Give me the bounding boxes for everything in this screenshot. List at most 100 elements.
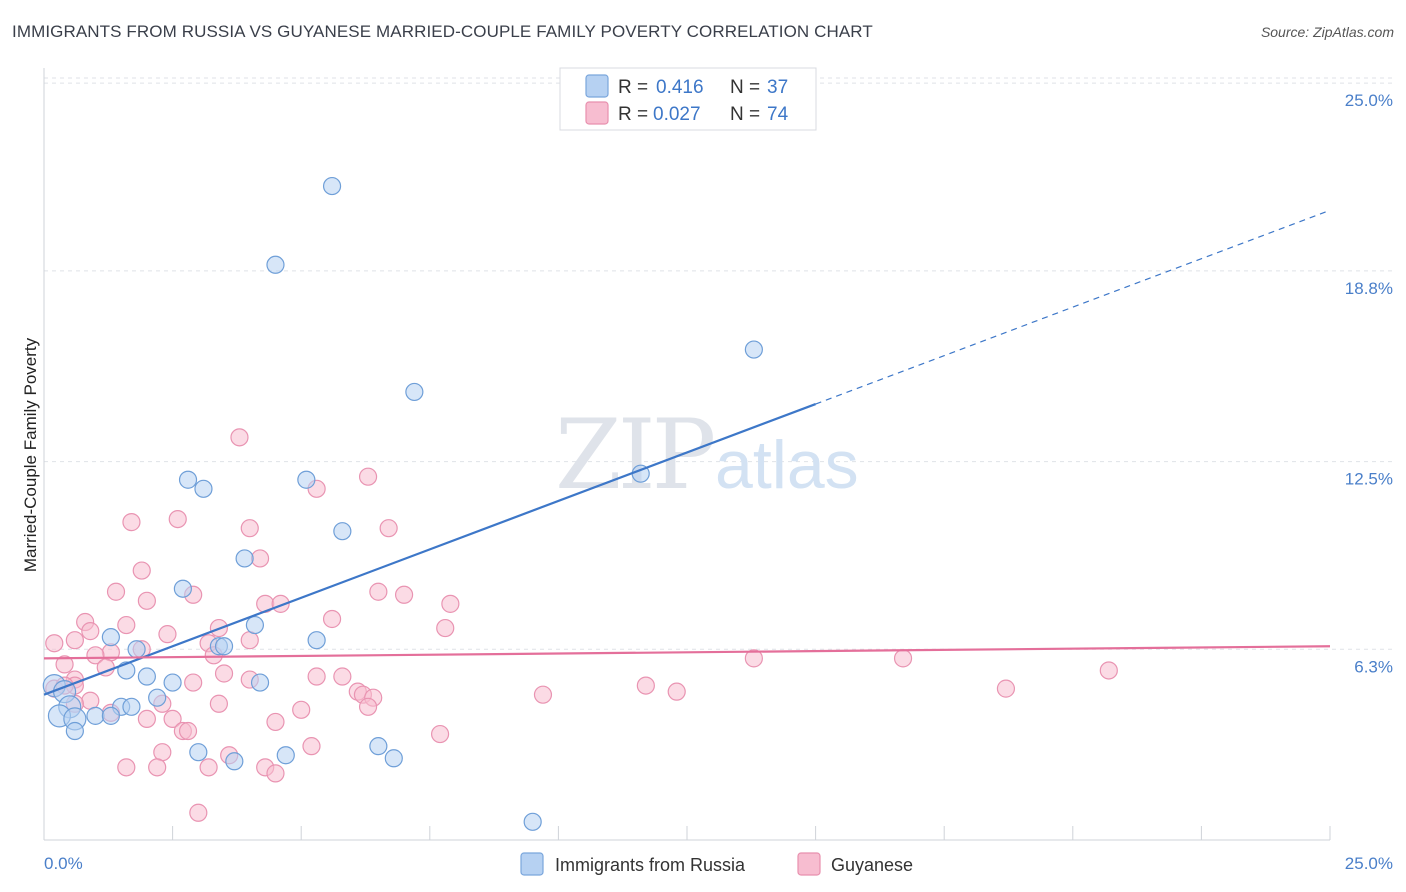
- x-tick-label-max: 25.0%: [1345, 854, 1393, 873]
- source-label: Source: ZipAtlas.com: [1260, 24, 1394, 40]
- russia-point: [744, 340, 763, 359]
- guyanese-point: [117, 615, 136, 635]
- x-tick-label-min: 0.0%: [44, 854, 83, 873]
- russia-point: [225, 752, 244, 771]
- legend-swatch-guyanese: [797, 852, 821, 876]
- y-tick-label: 25.0%: [1345, 91, 1393, 110]
- guyanese-point: [163, 709, 182, 729]
- russia-point: [245, 615, 265, 635]
- guyanese-point: [302, 737, 321, 756]
- russia-point: [65, 721, 84, 741]
- guyanese-point: [45, 634, 64, 653]
- trend-lines: [43, 209, 1331, 696]
- guyanese-point: [178, 721, 198, 741]
- guyanese-point: [533, 685, 553, 704]
- guyanese-point: [441, 594, 460, 613]
- legend: Immigrants from Russia Guyanese: [520, 852, 913, 876]
- stats-n-value-guyanese: 74: [767, 104, 789, 125]
- guyanese-point: [117, 758, 136, 777]
- russia-point: [322, 176, 342, 196]
- chart-title: IMMIGRANTS FROM RUSSIA VS GUYANESE MARRI…: [12, 22, 873, 41]
- russia-point: [148, 688, 167, 707]
- legend-label-russia: Immigrants from Russia: [555, 855, 746, 875]
- russia-point: [194, 479, 213, 498]
- guyanese-point: [137, 591, 156, 610]
- guyanese-point: [168, 509, 187, 529]
- guyanese-point: [322, 609, 342, 629]
- guyanese-point: [266, 712, 285, 732]
- guyanese-point: [292, 700, 311, 719]
- guyanese-point: [240, 631, 259, 650]
- russia-point: [250, 673, 270, 692]
- guyanese-point: [209, 694, 228, 713]
- russia-point: [333, 522, 352, 541]
- russia-point: [405, 382, 424, 402]
- stats-r-label-guyanese: R =: [618, 104, 648, 125]
- guyanese-point: [430, 724, 450, 744]
- guyanese-point: [158, 625, 177, 644]
- guyanese-trend-line: [43, 645, 1331, 660]
- guyanese-point: [65, 631, 84, 650]
- russia-point: [189, 743, 208, 762]
- guyanese-point: [636, 676, 655, 695]
- guyanese-point: [153, 743, 172, 762]
- legend-label-guyanese: Guyanese: [831, 855, 913, 875]
- watermark: ZIP atlas: [555, 399, 859, 511]
- russia-point: [137, 667, 156, 686]
- stats-swatch-russia: [585, 74, 609, 98]
- guyanese-point: [148, 758, 167, 777]
- stats-n-label-guyanese: N =: [730, 104, 760, 125]
- y-tick-label: 12.5%: [1345, 470, 1393, 489]
- russia-point: [266, 255, 285, 274]
- russia-point: [369, 737, 388, 756]
- russia-point: [384, 749, 403, 768]
- guyanese-point: [106, 582, 126, 601]
- stats-box: R = 0.416 N = 37 R = 0.027 N = 74: [559, 67, 817, 131]
- guyanese-point: [996, 679, 1016, 698]
- guyanese-point: [307, 667, 326, 686]
- guyanese-point: [394, 585, 414, 604]
- russia-point: [101, 706, 120, 725]
- y-axis-label: Married-Couple Family Poverty: [21, 337, 40, 572]
- guyanese-point: [1099, 661, 1118, 680]
- russia-point: [173, 579, 192, 598]
- guyanese-point: [358, 467, 378, 486]
- russia-trend-extension: [815, 209, 1331, 405]
- russia-point: [297, 470, 316, 489]
- guyanese-point: [132, 561, 151, 580]
- stats-r-value-guyanese: 0.027: [653, 104, 701, 125]
- y-tick-label: 6.3%: [1354, 657, 1393, 676]
- guyanese-point: [240, 519, 259, 538]
- guyanese-point: [214, 664, 234, 683]
- russia-point: [307, 631, 326, 650]
- guyanese-point: [55, 655, 74, 674]
- guyanese-point: [230, 428, 249, 447]
- watermark-atlas: atlas: [715, 427, 859, 503]
- y-tick-labels: 6.3% 12.5% 18.8% 25.0%: [1345, 91, 1393, 676]
- guyanese-point: [266, 764, 285, 783]
- stats-swatch-guyanese: [585, 101, 609, 125]
- russia-point: [86, 706, 105, 725]
- russia-point: [122, 697, 141, 716]
- stats-n-label-russia: N =: [730, 77, 760, 98]
- guyanese-point: [369, 582, 388, 601]
- stats-r-label-russia: R =: [618, 77, 648, 98]
- russia-point: [523, 812, 542, 831]
- y-tick-label: 18.8%: [1345, 279, 1393, 298]
- legend-swatch-russia: [520, 852, 544, 876]
- russia-point: [276, 746, 295, 765]
- guyanese-point: [137, 709, 156, 729]
- guyanese-point: [184, 673, 203, 692]
- guyanese-point: [81, 691, 100, 710]
- guyanese-point: [436, 618, 455, 638]
- russia-point: [101, 628, 120, 647]
- russia-trend-line: [43, 403, 816, 696]
- guyanese-point: [893, 649, 913, 668]
- guyanese-point: [189, 803, 208, 822]
- guyanese-point: [122, 513, 141, 532]
- russia-point: [235, 549, 254, 568]
- stats-n-value-russia: 37: [767, 77, 788, 98]
- russia-point: [163, 673, 182, 692]
- russia-point: [214, 637, 234, 656]
